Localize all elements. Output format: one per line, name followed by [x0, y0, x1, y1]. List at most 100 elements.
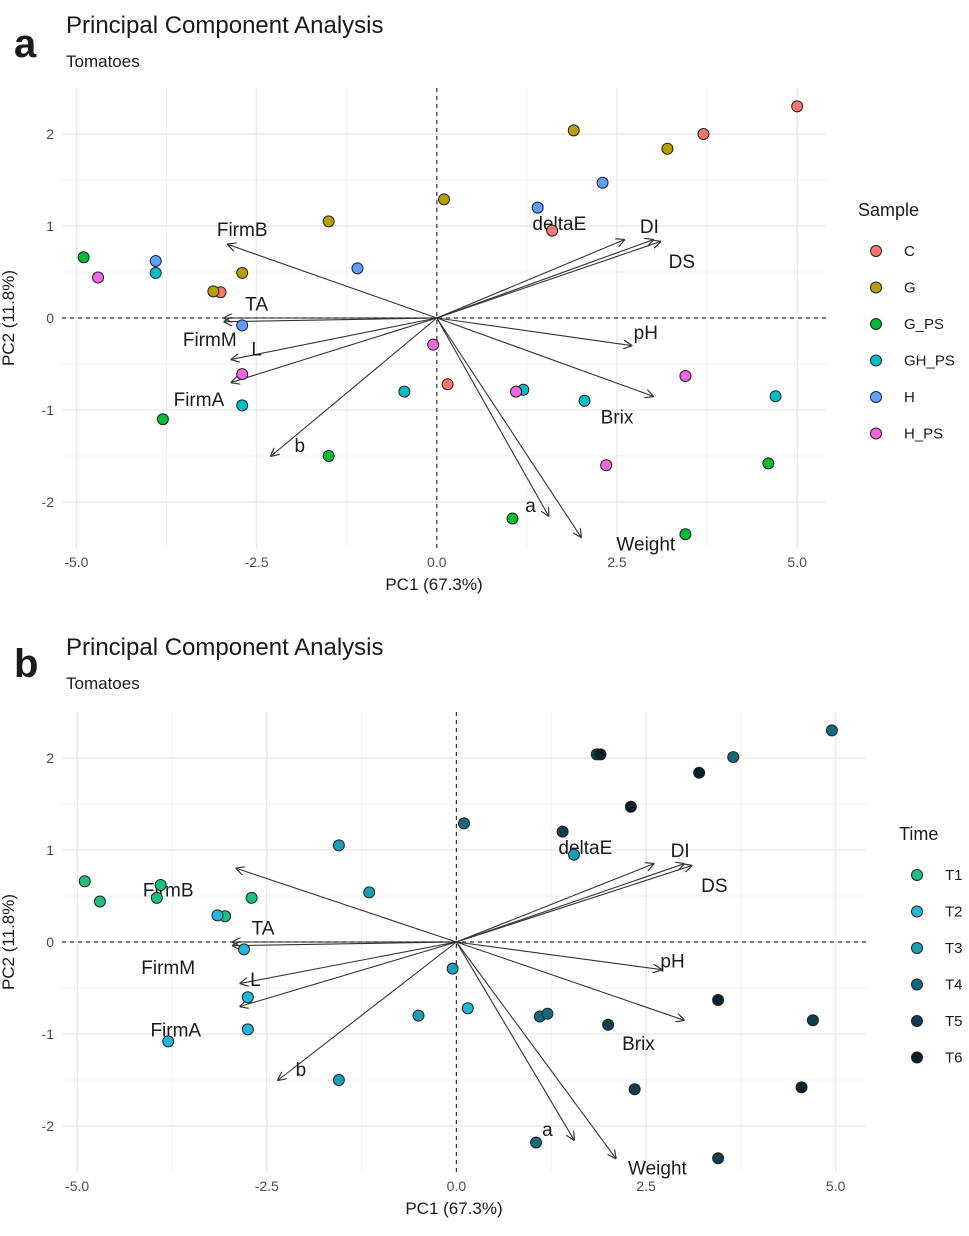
- data-point: [207, 285, 220, 298]
- data-point: [567, 124, 580, 137]
- loading-label: FirmM: [183, 330, 237, 351]
- data-point: [762, 457, 775, 470]
- data-point: [162, 1035, 175, 1048]
- data-point: [92, 271, 105, 284]
- data-point: [149, 266, 162, 279]
- legend-key: [911, 869, 923, 881]
- x-tick-label: 2.5: [636, 1178, 656, 1194]
- y-tick-label: -2: [42, 1118, 55, 1134]
- data-point: [769, 390, 782, 403]
- x-tick-label: -2.5: [255, 1178, 279, 1194]
- data-point: [427, 338, 440, 351]
- loading-label: FirmB: [143, 881, 194, 902]
- data-point: [236, 368, 249, 381]
- loading-label: TA: [252, 918, 275, 939]
- y-tick-label: -1: [42, 402, 55, 418]
- data-point: [727, 751, 740, 764]
- data-point: [438, 193, 450, 206]
- loading-label: deltaE: [532, 214, 586, 235]
- loading-arrow: [240, 941, 457, 1006]
- legend-item-label: T2: [945, 904, 963, 921]
- legend-key: [870, 391, 882, 403]
- data-point: [236, 266, 249, 279]
- pca-plot-a: -5.0 -2.5 0.0 2.5 5.0 2 1 0 -1 -2 PC1 (67.3%) PC2 (…: [0, 88, 955, 594]
- legend-key: [911, 1015, 923, 1027]
- chart-subtitle: Tomatoes: [66, 674, 140, 693]
- legend-item-label: H: [904, 389, 915, 406]
- data-point: [332, 1074, 345, 1086]
- loading-arrow: [233, 942, 457, 946]
- loading-label: DI: [671, 841, 690, 862]
- loading-label: DI: [640, 217, 659, 238]
- data-point: [712, 1152, 725, 1165]
- data-point: [806, 1014, 819, 1027]
- y-tick-label: -1: [42, 1026, 55, 1042]
- loading-arrow: [456, 941, 661, 970]
- loading-label: FirmA: [150, 1020, 201, 1041]
- data-point: [556, 825, 569, 838]
- pca-panel-b: b Principal Component Analysis Tomatoes …: [0, 620, 969, 1236]
- data-point: [506, 512, 519, 525]
- loading-label: b: [295, 436, 306, 457]
- loading-arrow: [436, 240, 624, 319]
- data-point: [546, 224, 559, 237]
- x-axis-label: PC1 (67.3%): [385, 575, 482, 594]
- loading-arrow: [456, 864, 653, 943]
- loading-arrow: [236, 868, 457, 943]
- data-point: [245, 891, 258, 904]
- legend-item-label: T5: [945, 1013, 963, 1030]
- loading-arrow: [240, 941, 457, 983]
- legend-item-label: T6: [945, 1050, 963, 1067]
- y-axis-label: PC2 (11.8%): [0, 270, 18, 366]
- data-point: [351, 262, 364, 275]
- data-point: [661, 142, 674, 155]
- chart-title: Principal Component Analysis: [66, 634, 384, 661]
- loading-label: FirmM: [141, 958, 195, 979]
- pca-panel-a: a Principal Component Analysis Tomatoes …: [0, 12, 955, 594]
- data-point: [398, 385, 411, 398]
- legend-item-label: T3: [945, 940, 963, 957]
- legend-key: [870, 245, 882, 257]
- loading-arrow: [436, 317, 581, 537]
- loading-label: Weight: [628, 1158, 688, 1179]
- legend-item-label: C: [904, 243, 915, 260]
- loading-arrow: [271, 317, 438, 456]
- loading-label: Brix: [601, 407, 634, 428]
- data-point: [679, 528, 692, 541]
- data-point: [567, 848, 580, 861]
- loading-label: FirmB: [217, 220, 268, 241]
- data-point: [628, 1083, 641, 1096]
- data-point: [150, 891, 163, 904]
- x-tick-label: -2.5: [245, 554, 269, 570]
- loading-label: Brix: [622, 1034, 655, 1055]
- loading-arrow: [228, 244, 437, 319]
- data-point: [363, 886, 376, 899]
- data-point: [712, 993, 725, 1006]
- data-point: [446, 962, 459, 975]
- data-point: [241, 991, 254, 1004]
- data-point: [149, 254, 162, 267]
- data-point: [594, 748, 607, 761]
- y-tick-label: 1: [46, 218, 54, 234]
- loading-arrow: [224, 318, 437, 322]
- loading-arrow: [456, 866, 691, 943]
- legend-key: [870, 354, 882, 367]
- data-point: [77, 251, 90, 264]
- legend-key: [911, 1051, 923, 1064]
- loading-label: deltaE: [558, 838, 612, 859]
- x-tick-label: 5.0: [826, 1178, 846, 1194]
- legend-key: [911, 905, 923, 918]
- pca-plot-b: -5.0 -2.5 0.0 2.5 5.0 2 1 0 -1 -2 PC1 (67.3%) PC2 (…: [0, 712, 963, 1218]
- data-point: [530, 1136, 543, 1149]
- chart-title: Principal Component Analysis: [66, 12, 384, 39]
- loading-arrow: [436, 317, 549, 516]
- legend-item-label: H_PS: [904, 426, 943, 443]
- legend-item-label: T4: [945, 977, 963, 994]
- loading-label: a: [542, 1120, 553, 1141]
- data-point: [679, 369, 692, 382]
- data-point: [510, 385, 523, 398]
- loading-label: pH: [660, 951, 684, 972]
- data-point: [241, 1023, 254, 1036]
- data-point: [624, 800, 637, 813]
- y-axis-label: PC2 (11.8%): [0, 894, 18, 990]
